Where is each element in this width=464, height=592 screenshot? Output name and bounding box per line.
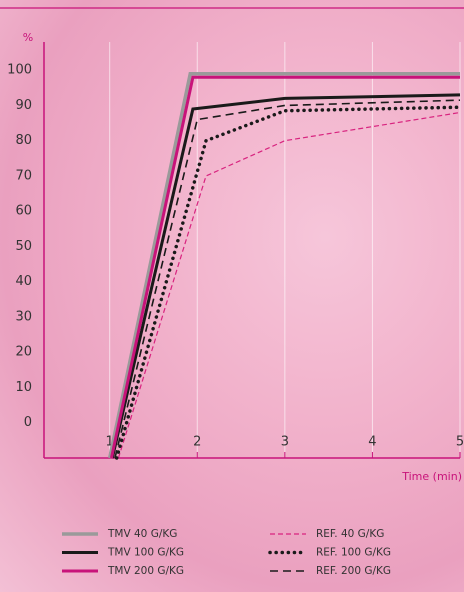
y-tick-label: 100 [7,63,32,78]
y-unit: % [23,31,33,44]
x-axis-label: Time (min) [401,470,462,483]
y-tick-label: 10 [15,380,32,395]
y-tick-label: 80 [15,133,32,148]
y-tick-label: 30 [15,309,32,324]
x-tick-label: 5 [456,435,464,450]
x-tick-label: 4 [368,435,376,450]
page: % Time (min) 123450102030405060708090100… [0,0,464,592]
y-tick-label: 0 [24,415,32,430]
legend-label: TMV 40 G/KG [107,528,177,540]
series-line [115,100,460,458]
y-tick-label: 60 [15,204,32,219]
legend-label: REF. 40 G/KG [316,528,384,540]
series-line [111,77,460,458]
series-line [117,107,460,458]
chart: % Time (min) 123450102030405060708090100… [0,0,464,592]
y-tick-label: 90 [15,98,32,113]
y-tick-label: 40 [15,274,32,289]
x-tick-label: 3 [281,435,289,450]
legend-label: REF. 100 G/KG [316,547,391,559]
series-line [112,95,460,458]
legend-label: REF. 200 G/KG [316,565,391,577]
y-tick-label: 20 [15,345,32,360]
legend-label: TMV 100 G/KG [107,547,184,559]
x-tick-label: 2 [193,435,201,450]
legend-label: TMV 200 G/KG [107,565,184,577]
y-tick-label: 50 [15,239,32,254]
y-tick-label: 70 [15,168,32,183]
